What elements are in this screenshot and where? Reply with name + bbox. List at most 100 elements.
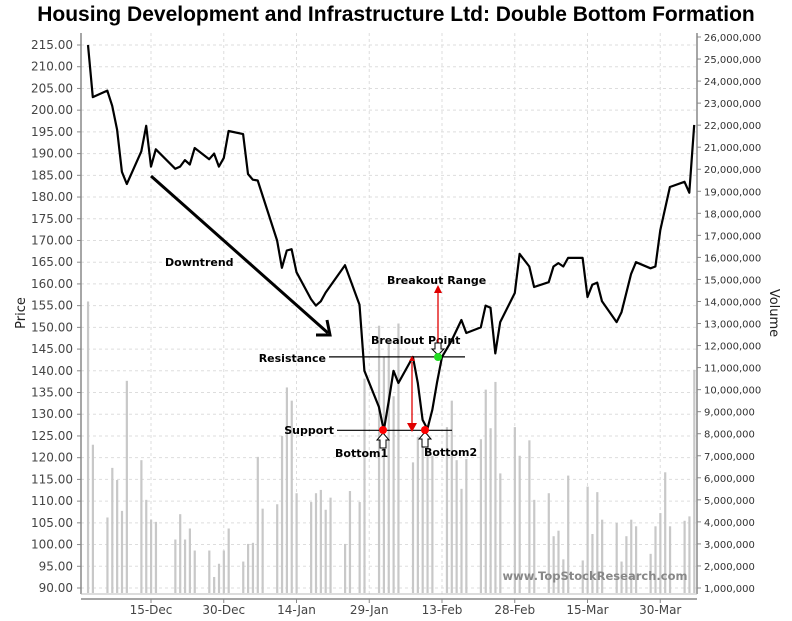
y2-tick-label: 7,000,000 [704,452,755,463]
volume-bar [188,528,191,593]
volume-bar [601,519,604,593]
y-tick-label: 95.00 [39,559,73,573]
y2-tick-label: 4,000,000 [704,518,755,529]
y-tick-label: 180.00 [31,190,73,204]
volume-bar [116,480,119,593]
volume-bar [445,427,449,593]
volume-bar [635,526,638,593]
y-tick-label: 215.00 [31,38,73,52]
volume-bar [213,576,216,593]
annotations: Downtrend Breakout Range Brealout Point … [150,174,486,460]
volume-bar [518,455,521,593]
y2-tick-label: 13,000,000 [704,320,761,331]
volume-bar [217,563,221,593]
x-tick-label: 14-Jan [277,603,316,617]
volume-bar [416,437,419,593]
breakout-range-label: Breakout Range [387,274,486,287]
y-tick-label: 130.00 [31,407,73,421]
y-tick-label: 185.00 [31,168,73,182]
downtrend-label: Downtrend [165,256,234,269]
volume-bar [208,550,211,593]
volume-bar [392,396,395,593]
y-tick-label: 195.00 [31,125,73,139]
volume-axis-ticks: 1,000,000 2,000,000 3,000,000 4,000,000 5,00… [697,33,761,595]
y2-tick-label: 8,000,000 [704,430,755,441]
y-axis-label: Price [14,297,29,329]
volume-bar [310,502,313,593]
volume-bar [120,510,124,593]
y-tick-label: 150.00 [31,320,73,334]
volume-bar [649,553,652,593]
volume-bar [140,460,143,593]
volume-bar [533,499,536,593]
price-line [86,44,696,432]
volume-bar [227,528,230,593]
volume-bar [552,536,555,593]
volume-bar [329,497,332,593]
volume-bar [547,493,550,593]
y2-tick-label: 23,000,000 [704,99,761,110]
volume-bars [86,301,696,593]
y-tick-label: 100.00 [31,538,73,552]
y2-tick-label: 21,000,000 [704,143,761,154]
y2-tick-label: 14,000,000 [704,297,761,308]
volume-bar [596,492,599,593]
volume-bar [256,456,259,593]
volume-bar [581,560,584,593]
y2-tick-label: 18,000,000 [704,209,761,220]
volume-bar [222,550,225,593]
y-tick-label: 205.00 [31,81,73,95]
y-tick-label: 175.00 [31,212,73,226]
volume-bar [528,440,531,593]
y2-tick-label: 22,000,000 [704,121,761,132]
volume-bar [314,493,318,593]
volume-bar [397,323,400,593]
pattern-height-arrowhead-icon [407,423,417,432]
y-tick-label: 115.00 [31,472,73,486]
date-axis-ticks: 15-Dec 30-Dec 14-Jan 29-Jan 13-Feb 28-Feb 15-M… [130,599,681,617]
volume-bar [382,356,385,593]
volume-bar [358,502,361,593]
volume-bar [421,435,424,593]
y2-tick-label: 2,000,000 [704,562,755,573]
y2-tick-label: 5,000,000 [704,496,755,507]
chart-title: Housing Development and Infrastructure L… [37,3,755,26]
support-label: Support [284,424,334,437]
volume-bar [154,521,158,593]
volume-bar [193,550,196,593]
bottom2-label: Bottom2 [424,446,477,459]
y-tick-label: 105.00 [31,516,73,530]
y2-tick-label: 12,000,000 [704,342,761,353]
volume-bar [683,520,686,593]
volume-bar [620,561,623,593]
y2-tick-label: 15,000,000 [704,275,761,286]
y2-tick-label: 25,000,000 [704,55,761,66]
y-tick-label: 155.00 [31,299,73,313]
bottom1-label: Bottom1 [335,447,388,460]
volume-bar [251,542,255,593]
pattern-height-arrowtop-icon [409,356,415,361]
volume-bar [499,473,502,593]
y2-tick-label: 20,000,000 [704,165,761,176]
volume-bar [664,472,667,593]
volume-bar [145,499,148,593]
y-tick-label: 210.00 [31,60,73,74]
volume-bar [654,526,657,593]
y2-tick-label: 11,000,000 [704,364,761,375]
volume-bar [688,516,691,593]
volume-bar [479,439,482,593]
volume-bar [625,536,628,593]
volume-bar [285,387,288,593]
volume-bar [91,444,94,593]
y2-tick-label: 24,000,000 [704,77,761,88]
x-tick-label: 29-Jan [350,603,389,617]
y2-tick-label: 16,000,000 [704,253,761,264]
y2-tick-label: 6,000,000 [704,474,755,485]
volume-bar [494,381,497,593]
x-tick-label: 28-Feb [494,603,535,617]
watermark: www.TopStockResearch.com [503,569,688,583]
y-tick-label: 90.00 [39,581,73,595]
volume-bar [387,341,390,593]
volume-bar [174,539,177,593]
